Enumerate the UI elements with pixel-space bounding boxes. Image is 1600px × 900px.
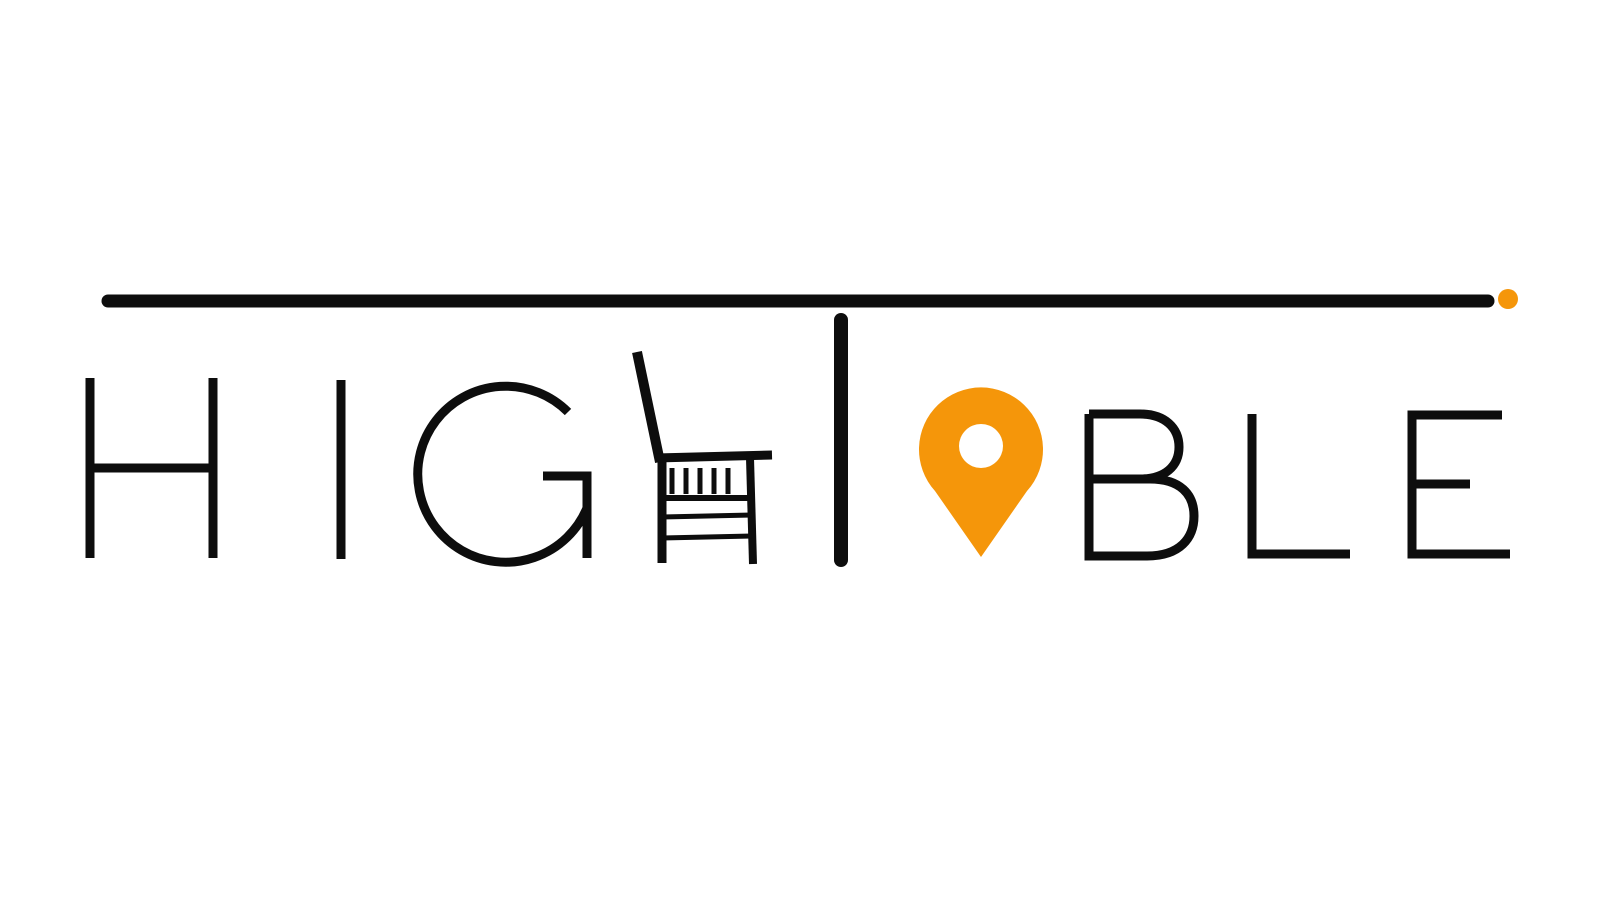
letter-h xyxy=(85,378,218,558)
letter-e xyxy=(1407,410,1510,559)
letter-b xyxy=(1084,409,1199,561)
letter-l xyxy=(1247,414,1350,559)
letter-g xyxy=(413,381,592,567)
accent-dot xyxy=(1498,289,1518,309)
location-pin-icon xyxy=(918,387,1043,557)
chair-icon xyxy=(632,350,773,565)
